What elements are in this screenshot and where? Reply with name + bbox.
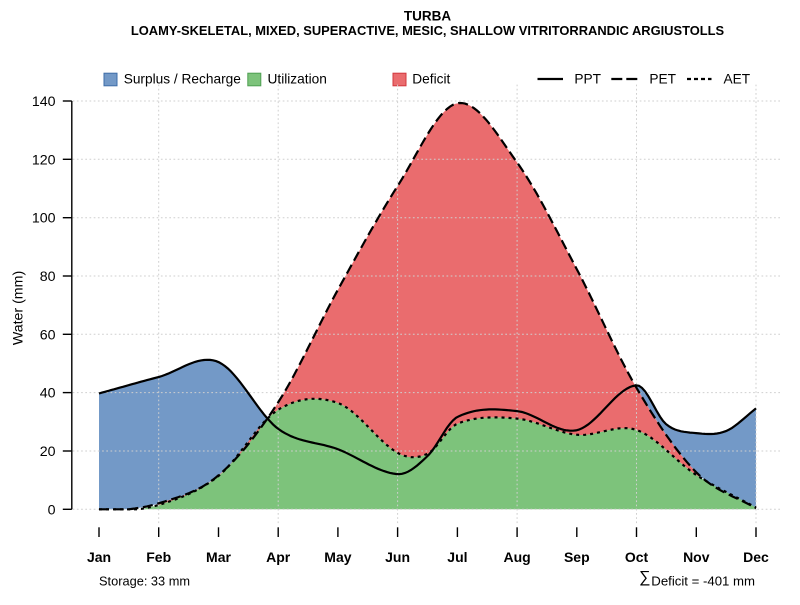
svg-text:20: 20 bbox=[40, 444, 56, 460]
svg-text:Oct: Oct bbox=[625, 549, 649, 565]
svg-text:Storage: 33 mm: Storage: 33 mm bbox=[99, 574, 190, 589]
svg-text:Utilization: Utilization bbox=[268, 71, 327, 86]
svg-text:80: 80 bbox=[40, 269, 56, 285]
svg-text:140: 140 bbox=[32, 94, 56, 110]
svg-text:Apr: Apr bbox=[266, 549, 291, 565]
svg-text:100: 100 bbox=[32, 211, 56, 227]
svg-text:Deficit = -401 mm: Deficit = -401 mm bbox=[651, 574, 755, 589]
svg-text:Sep: Sep bbox=[564, 549, 590, 565]
svg-text:Jul: Jul bbox=[447, 549, 467, 565]
svg-text:Deficit: Deficit bbox=[412, 71, 450, 86]
svg-text:PET: PET bbox=[649, 71, 676, 86]
svg-text:0: 0 bbox=[48, 502, 56, 518]
svg-text:Nov: Nov bbox=[683, 549, 710, 565]
svg-text:∑: ∑ bbox=[639, 569, 650, 586]
svg-text:TURBA: TURBA bbox=[404, 9, 451, 24]
svg-text:Dec: Dec bbox=[743, 549, 769, 565]
svg-text:PPT: PPT bbox=[574, 71, 601, 86]
svg-text:LOAMY-SKELETAL, MIXED, SUPERAC: LOAMY-SKELETAL, MIXED, SUPERACTIVE, MESI… bbox=[131, 23, 725, 38]
svg-text:Mar: Mar bbox=[206, 549, 231, 565]
svg-text:120: 120 bbox=[32, 152, 56, 168]
svg-text:Jun: Jun bbox=[385, 549, 410, 565]
svg-text:40: 40 bbox=[40, 386, 56, 402]
svg-text:Surplus / Recharge: Surplus / Recharge bbox=[124, 71, 241, 86]
svg-text:Aug: Aug bbox=[503, 549, 530, 565]
svg-text:Jan: Jan bbox=[87, 549, 111, 565]
svg-text:May: May bbox=[324, 549, 351, 565]
svg-text:Water (mm): Water (mm) bbox=[11, 271, 27, 345]
svg-text:60: 60 bbox=[40, 327, 56, 343]
svg-text:AET: AET bbox=[724, 71, 751, 86]
svg-text:Feb: Feb bbox=[146, 549, 171, 565]
